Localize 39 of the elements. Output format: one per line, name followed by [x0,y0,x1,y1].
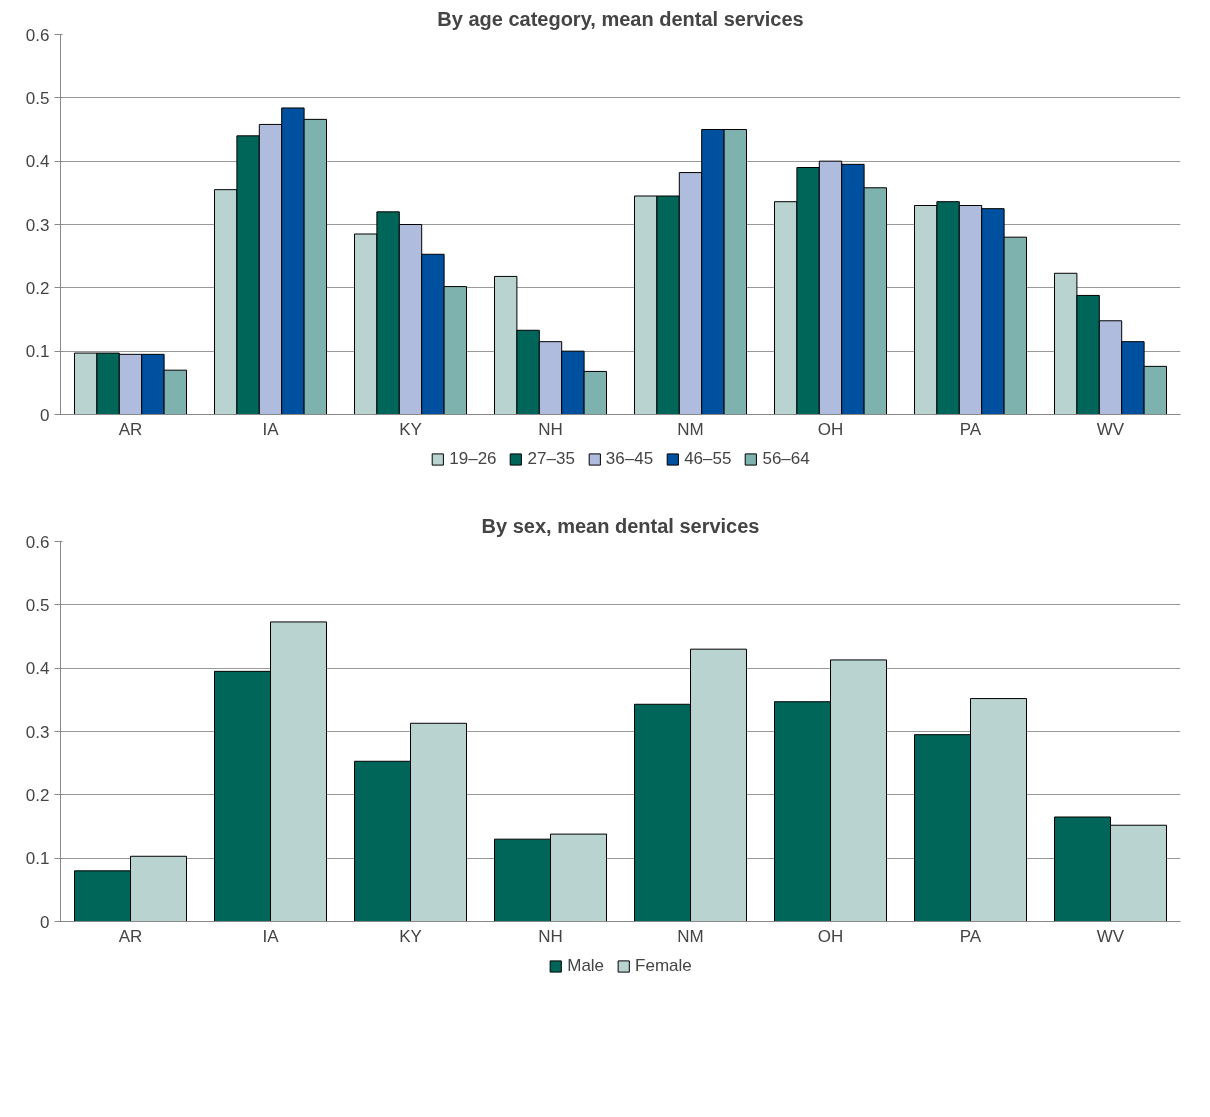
x-tick-label: KY [399,926,422,946]
y-tick-label: 0.4 [25,659,50,679]
legend-label: 46–55 [684,449,732,469]
legend-label: 36–45 [605,449,654,469]
x-tick-label: NH [538,926,563,946]
x-tick-label: AR [118,419,143,439]
x-tick-label: IA [262,926,280,946]
chart-title: By age category, mean dental services [437,7,804,30]
x-tick-label: PA [959,926,982,946]
chart-title: By sex, mean dental services [481,514,760,537]
y-tick-label: 0.1 [25,849,50,869]
x-tick-label: WV [1096,926,1125,946]
x-tick-label: NM [677,419,704,439]
x-tick-label: NM [677,926,704,946]
legend-label: 19–26 [449,449,497,469]
x-tick-label: KY [399,419,422,439]
legend-label: Male [567,956,605,976]
y-tick-label: 0.6 [25,532,50,552]
y-tick-label: 0 [40,912,50,932]
y-tick-label: 0.2 [25,278,50,298]
y-tick-label: 0 [40,405,50,425]
x-tick-label: PA [959,419,982,439]
x-tick-label: NH [538,419,563,439]
legend-label: 27–35 [527,449,575,469]
x-tick-label: IA [262,419,280,439]
y-tick-label: 0.5 [25,595,50,615]
y-tick-label: 0.2 [25,785,50,805]
y-tick-label: 0.5 [25,88,50,108]
x-tick-label: WV [1096,419,1125,439]
x-tick-label: AR [118,926,143,946]
y-tick-label: 0.4 [25,152,50,172]
x-tick-label: OH [817,926,844,946]
y-tick-label: 0.6 [25,25,50,45]
y-tick-label: 0.3 [25,215,50,235]
y-tick-label: 0.1 [25,342,50,362]
x-tick-label: OH [817,419,844,439]
legend-label: Female [635,956,692,976]
y-tick-label: 0.3 [25,722,50,742]
legend-label: 56–64 [762,449,810,469]
